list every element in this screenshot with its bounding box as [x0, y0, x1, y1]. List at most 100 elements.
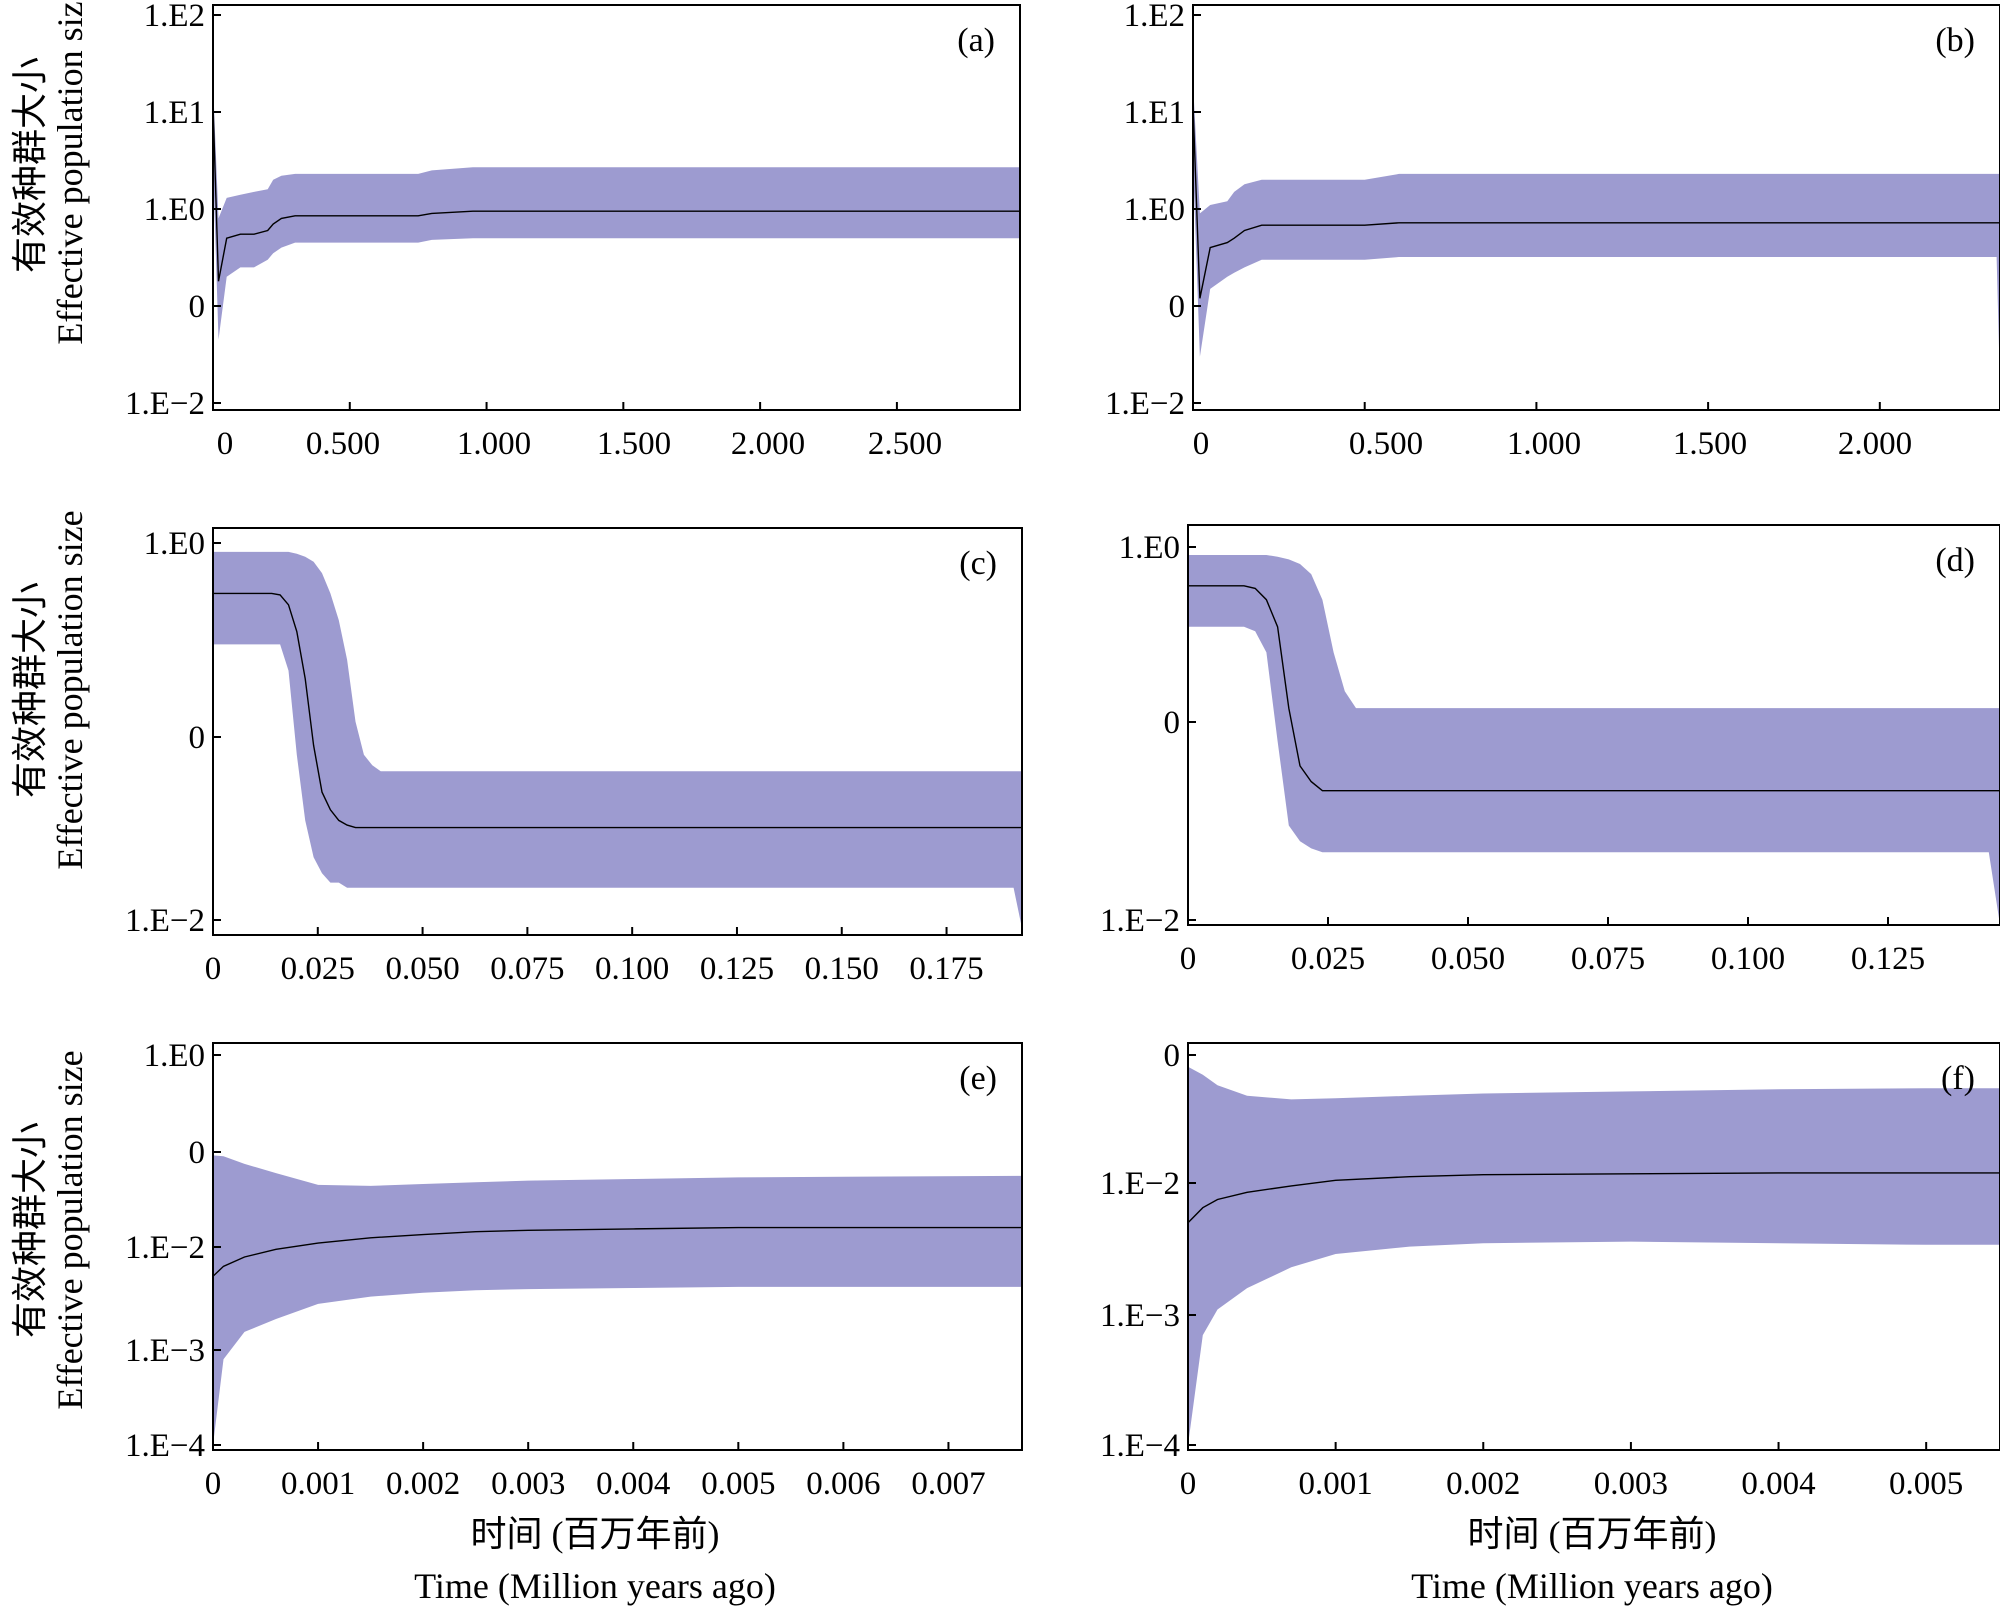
x-tick-label: 1.500 [597, 426, 671, 462]
plot-frame [1192, 4, 2000, 411]
x-tick-label: 0.075 [1571, 941, 1645, 977]
y-tick-label: 1.E0 [1124, 192, 1185, 228]
y-tick-label: 0 [1169, 289, 1186, 325]
median-line [1188, 1172, 2000, 1224]
y-tick-label: 1.E−4 [1100, 1428, 1180, 1464]
x-tick-label: 0.005 [1889, 1466, 1963, 1502]
x-tick-label: 1.000 [457, 426, 531, 462]
y-tick-label: 1.E0 [144, 192, 205, 228]
y-tick-label: 0 [1164, 1038, 1181, 1074]
y-tick-label: 1.E1 [144, 95, 205, 131]
x-tick-label: 0.001 [281, 1466, 355, 1502]
x-tick-label: 0.003 [491, 1466, 565, 1502]
y-tick-label: 1.E0 [144, 526, 205, 562]
xlabel-cn-right: 时间 (百万年前) [1468, 1514, 1717, 1554]
panel-label: (d) [1935, 542, 1975, 579]
median-line [1193, 104, 2000, 299]
plot-frame [1187, 524, 2000, 926]
y-tick-label: 1.E−3 [1100, 1298, 1180, 1334]
y-tick-label: 0 [189, 289, 206, 325]
x-tick-label: 0 [1193, 426, 1210, 462]
x-tick-label: 0.050 [1431, 941, 1505, 977]
x-tick-label: 0.006 [806, 1466, 880, 1502]
y-tick-label: 1.E−2 [125, 386, 205, 422]
y-tick-label: 1.E−2 [1100, 903, 1180, 939]
x-tick-label: 0.002 [386, 1466, 460, 1502]
y-tick-label: 0 [1164, 705, 1181, 741]
ylabel-cn: 有效种群大小 [10, 57, 50, 273]
confidence-band [213, 1155, 1022, 1445]
x-tick-label: 0.025 [1291, 941, 1365, 977]
y-tick-label: 1.E−2 [125, 903, 205, 939]
panel-f: 01.E−21.E−31.E−40 0.001 0.002 0.003 0.004 0.0… [1100, 1038, 2000, 1502]
x-tick-label: 0.025 [281, 951, 355, 987]
y-tick-label: 1.E−3 [125, 1333, 205, 1369]
panel-label: (f) [1941, 1060, 1975, 1097]
confidence-band [1193, 82, 2000, 386]
xlabel-en-right: Time (Million years ago) [1411, 1566, 1773, 1606]
ylabel-cn: 有效种群大小 [10, 582, 50, 798]
panel-label: (c) [959, 545, 997, 582]
x-tick-label: 0.150 [805, 951, 879, 987]
confidence-band [1188, 555, 2000, 925]
panel-label: (e) [959, 1060, 997, 1097]
x-tick-label: 0.100 [595, 951, 669, 987]
x-tick-label: 0.050 [385, 951, 459, 987]
ylabel-row-3: 有效种群大小 Effective population size [10, 1050, 90, 1409]
panel-label: (b) [1935, 22, 1975, 59]
x-tick-label: 0.100 [1711, 941, 1785, 977]
confidence-band [213, 551, 1022, 929]
x-tick-label: 0.075 [490, 951, 564, 987]
x-tick-label: 0.004 [1741, 1466, 1815, 1502]
x-tick-label: 0.002 [1446, 1466, 1520, 1502]
y-tick-label: 1.E0 [144, 1038, 205, 1074]
plot-frame [212, 527, 1023, 936]
ylabel-en: Effective population size [50, 510, 90, 869]
x-tick-label: 0.500 [306, 426, 380, 462]
x-tick-label: 0 [205, 951, 222, 987]
x-tick-label: 0.003 [1594, 1466, 1668, 1502]
x-tick-label: 0 [205, 1466, 222, 1502]
ylabel-row-2: 有效种群大小 Effective population size [10, 510, 90, 869]
ylabel-row-1: 有效种群大小 Effective population size [10, 0, 90, 345]
ylabel-en: Effective population size [50, 0, 90, 345]
x-tick-label: 0.007 [911, 1466, 985, 1502]
x-tick-label: 0.125 [700, 951, 774, 987]
ylabel-en: Effective population size [50, 1050, 90, 1409]
y-tick-label: 1.E2 [144, 0, 205, 34]
y-tick-label: 0 [189, 1135, 206, 1171]
y-tick-label: 1.E−2 [125, 1230, 205, 1266]
x-tick-label: 1.500 [1673, 426, 1747, 462]
median-line [213, 592, 1022, 829]
x-tick-label: 2.000 [731, 426, 805, 462]
panel-label: (a) [957, 22, 995, 59]
y-tick-label: 1.E0 [1119, 530, 1180, 566]
y-tick-label: 1.E−2 [1105, 386, 1185, 422]
x-tick-label: 0.001 [1299, 1466, 1373, 1502]
x-tick-label: 0 [217, 426, 234, 462]
plot-frame [1187, 1042, 2000, 1451]
plot-frame [212, 4, 1021, 411]
xlabel-cn-left: 时间 (百万年前) [471, 1514, 720, 1554]
median-line [1188, 585, 2000, 792]
panel-a: 1.E2 1.E1 1.E0 0 1.E−2 0 0.500 1.000 1.500 2.000 2… [125, 0, 1021, 462]
y-tick-label: 1.E2 [1124, 0, 1185, 34]
confidence-band [1188, 1066, 2000, 1445]
ylabel-cn: 有效种群大小 [10, 1122, 50, 1338]
median-line [213, 104, 1020, 282]
x-tick-label: 0.125 [1851, 941, 1925, 977]
y-tick-label: 1.E1 [1124, 95, 1185, 131]
x-tick-label: 0 [1180, 941, 1197, 977]
x-tick-label: 0 [1180, 1466, 1197, 1502]
xlabel-en-left: Time (Million years ago) [414, 1566, 776, 1606]
y-tick-label: 0 [189, 720, 206, 756]
x-tick-label: 0.500 [1349, 426, 1423, 462]
x-tick-label: 1.000 [1507, 426, 1581, 462]
median-line [213, 1226, 1022, 1277]
